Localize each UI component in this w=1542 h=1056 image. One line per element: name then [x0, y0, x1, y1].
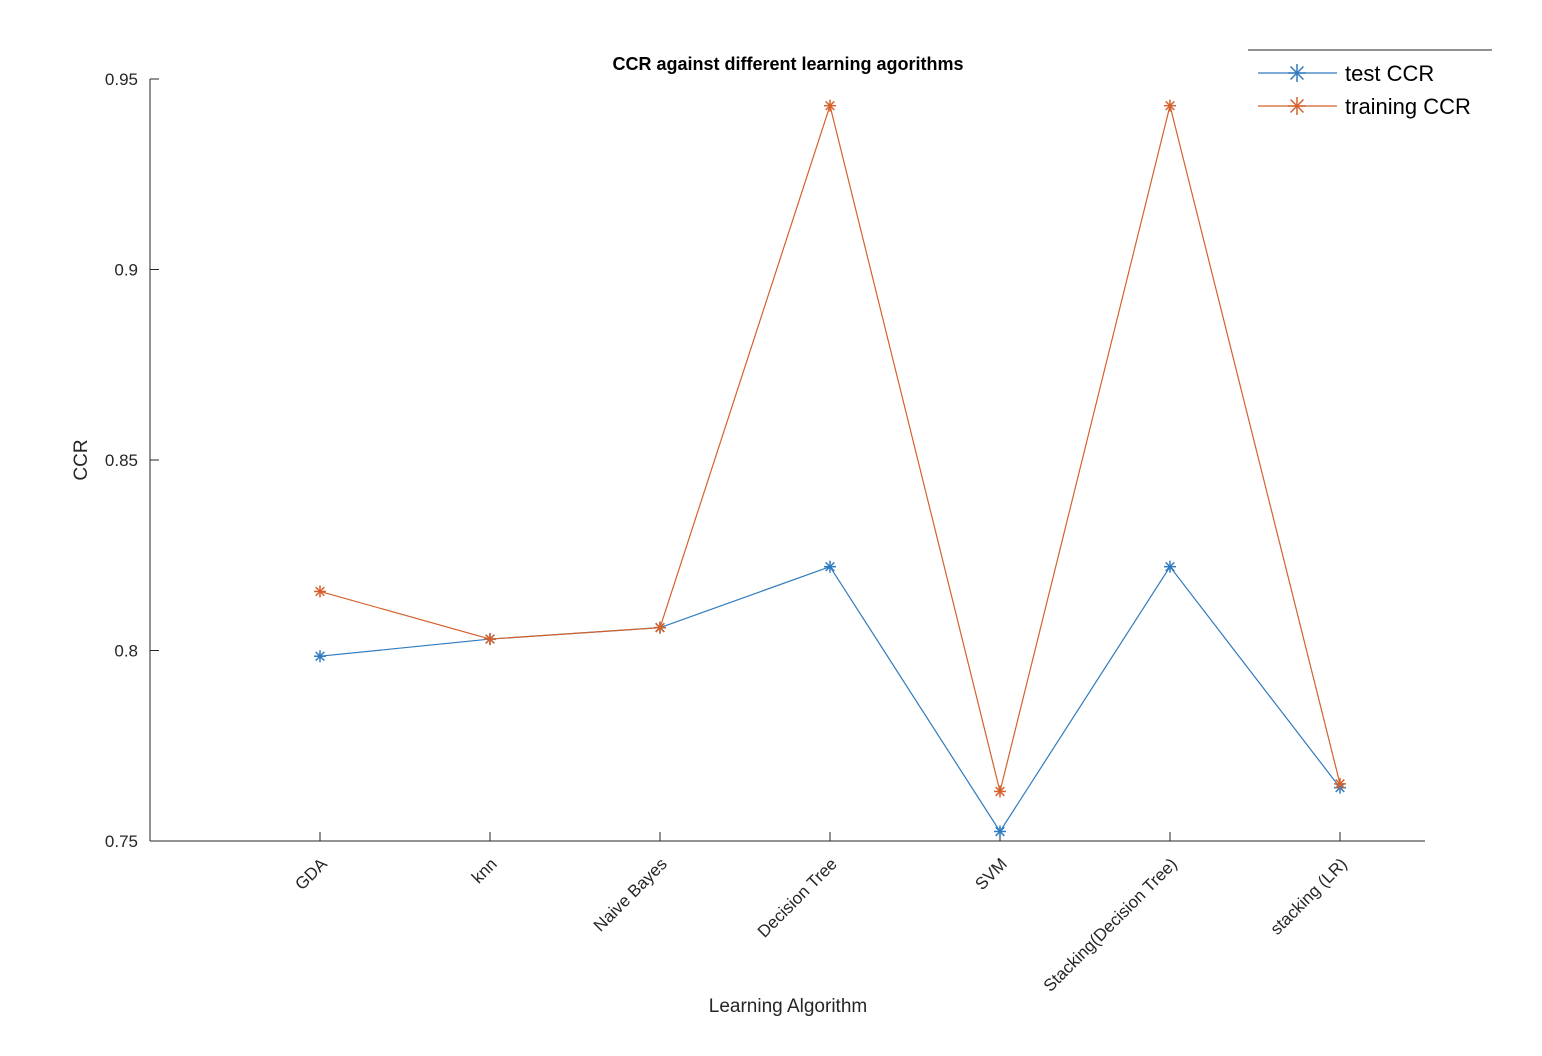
series-layer: [314, 99, 1346, 838]
x-tick-label: Naive Bayes: [590, 854, 671, 935]
data-point: [824, 560, 836, 573]
data-point: [1164, 99, 1176, 112]
x-axis-label: Learning Algorithm: [709, 996, 867, 1017]
legend: test CCR training CCR: [1248, 49, 1492, 119]
series-line: [319, 565, 1341, 833]
axes: 0.75 0.8 0.85 0.9 0.95 GDA knn Naive Bayes Decis…: [105, 70, 1425, 995]
series-1: [314, 99, 1346, 798]
x-tick-label: stacking (LR): [1267, 854, 1351, 938]
chart-title: CCR against different learning agorithms: [612, 54, 963, 74]
data-point: [994, 825, 1006, 838]
legend-label: training CCR: [1345, 94, 1471, 119]
data-point: [314, 585, 326, 598]
data-point: [824, 99, 836, 112]
legend-marker: [1288, 64, 1306, 82]
y-axis-label: CCR: [71, 439, 92, 480]
x-tick-label: knn: [468, 854, 501, 887]
legend-marker: [1288, 97, 1306, 115]
data-point: [1164, 560, 1176, 573]
x-tick-label: Decision Tree: [754, 854, 841, 941]
y-tick-label: 0.75: [105, 832, 138, 851]
x-tick-label: Stacking(Decision Tree): [1040, 854, 1181, 995]
data-point: [994, 785, 1006, 798]
legend-label: test CCR: [1345, 61, 1434, 86]
series-line: [319, 103, 1341, 792]
data-point: [314, 650, 326, 663]
data-point: [1334, 777, 1346, 790]
data-point: [484, 633, 496, 646]
y-tick-label: 0.8: [114, 642, 138, 661]
y-tick-label: 0.95: [105, 70, 138, 89]
x-tick-label: SVM: [971, 854, 1010, 893]
data-point: [654, 621, 666, 634]
x-tick-label: GDA: [291, 854, 331, 894]
y-tick-label: 0.85: [105, 451, 138, 470]
series-0: [314, 560, 1346, 838]
y-tick-label: 0.9: [114, 261, 138, 280]
